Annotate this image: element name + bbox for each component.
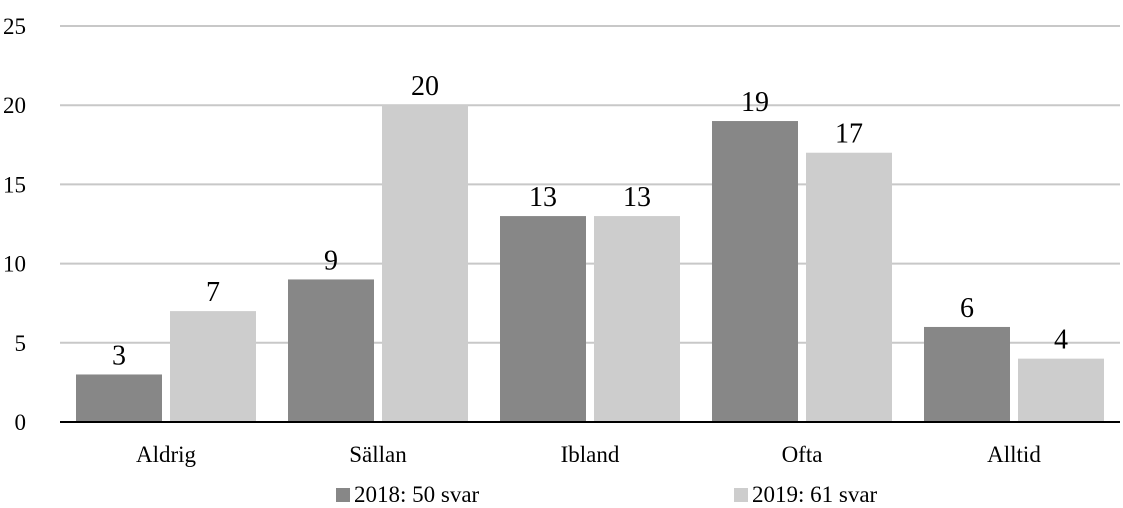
x-category-label: Aldrig	[136, 442, 197, 467]
bar-series1-alltid	[924, 326, 1010, 422]
y-tick-label: 15	[3, 172, 26, 197]
y-tick-label: 0	[15, 410, 27, 435]
data-label: 17	[835, 119, 863, 150]
bars	[76, 105, 1104, 422]
y-tick-label: 10	[3, 252, 26, 277]
bar-series2-sällan	[382, 105, 468, 422]
x-category-label: Ibland	[561, 442, 620, 467]
data-label: 7	[206, 277, 220, 308]
y-axis-ticks: 0 5 10 15 20 25	[3, 14, 26, 435]
data-label: 4	[1054, 325, 1068, 356]
legend-swatch	[336, 488, 350, 502]
bar-series2-ibland	[594, 216, 680, 422]
bar-series2-alltid	[1018, 358, 1104, 422]
legend: 2018: 50 svar 2019: 61 svar	[336, 482, 878, 507]
y-tick-label: 25	[3, 14, 26, 39]
bar-series2-ofta	[806, 152, 892, 422]
bar-series1-ofta	[712, 121, 798, 422]
data-label: 3	[112, 340, 126, 371]
bar-series1-sällan	[288, 279, 374, 422]
data-label: 19	[741, 87, 769, 118]
y-tick-label: 20	[3, 93, 26, 118]
bar-series1-aldrig	[76, 374, 162, 422]
data-labels: 3 7 9 20 13 13 19 17 6 4	[112, 71, 1068, 371]
x-category-label: Alltid	[987, 442, 1041, 467]
x-category-label: Ofta	[782, 442, 823, 467]
y-tick-label: 5	[15, 331, 27, 356]
bar-series1-ibland	[500, 216, 586, 422]
data-label: 9	[324, 245, 338, 276]
data-label: 13	[623, 182, 651, 213]
x-axis-labels: Aldrig Sällan Ibland Ofta Alltid	[136, 442, 1041, 467]
legend-swatch	[734, 488, 748, 502]
legend-label: 2019: 61 svar	[752, 482, 878, 507]
x-category-label: Sällan	[349, 442, 407, 467]
legend-label: 2018: 50 svar	[354, 482, 480, 507]
data-label: 13	[529, 182, 557, 213]
data-label: 6	[960, 293, 974, 324]
data-label: 20	[411, 71, 439, 102]
bar-series2-aldrig	[170, 311, 256, 422]
